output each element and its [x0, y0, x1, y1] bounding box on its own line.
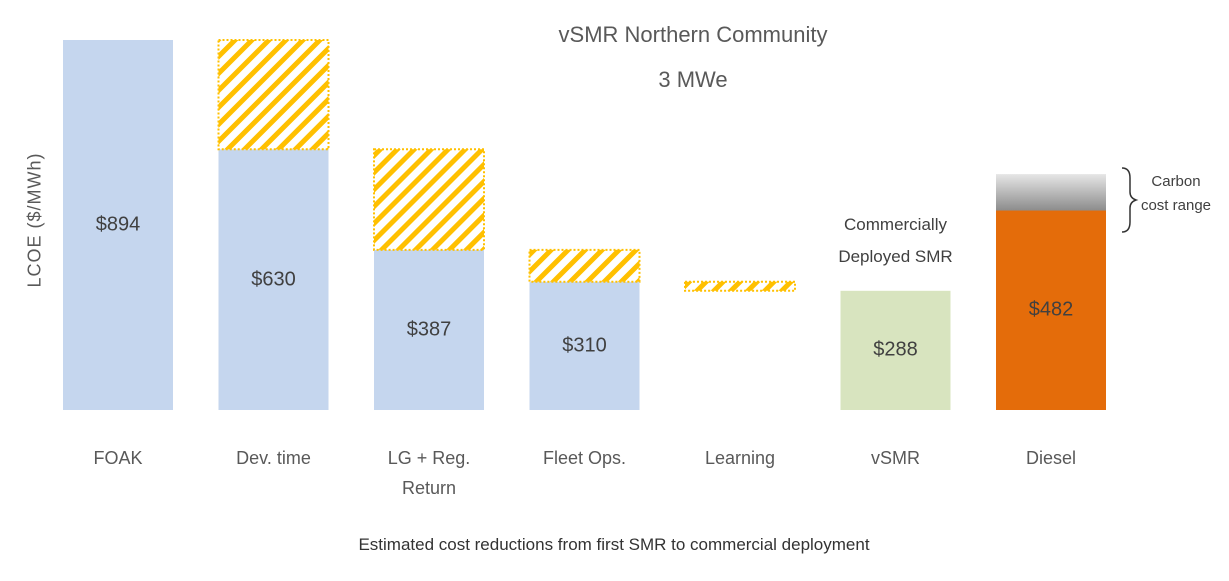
data-label: $630 — [251, 268, 296, 291]
y-axis-label: LCOE ($/MWh) — [24, 152, 45, 288]
x-tick-label: LG + Reg. Return — [387, 448, 471, 498]
bar — [374, 249, 484, 410]
annotation: Carbon cost range — [1140, 173, 1212, 215]
x-tick-label: FOAK — [93, 448, 143, 468]
chart-title: vSMR Northern Community — [558, 22, 828, 47]
bar — [529, 281, 640, 410]
reduction-bar — [528, 248, 641, 283]
x-tick-label: Dev. time — [236, 448, 311, 468]
bar — [218, 149, 329, 410]
reduction-bar — [217, 39, 330, 151]
data-label: $894 — [95, 213, 141, 236]
data-label: $288 — [873, 338, 918, 361]
x-tick-label: Fleet Ops. — [542, 448, 627, 468]
carbon-range — [996, 174, 1106, 211]
x-tick-label: Learning — [704, 448, 776, 468]
bar — [840, 290, 951, 410]
chart-subtitle: 3 MWe — [658, 67, 728, 92]
data-label: $387 — [406, 318, 452, 341]
reduction-bar — [684, 280, 796, 292]
x-tick-label: vSMR — [871, 448, 920, 468]
bracket — [1121, 167, 1139, 233]
bar — [63, 40, 173, 410]
x-tick-label: Diesel — [1025, 448, 1077, 468]
x-axis-label: Estimated cost reductions from first SMR… — [358, 535, 870, 554]
data-label: $310 — [562, 334, 607, 357]
annotation: Commercially Deployed SMR — [838, 214, 953, 266]
data-label: $482 — [1028, 298, 1074, 321]
reduction-bar — [373, 148, 485, 251]
bar — [996, 210, 1106, 410]
